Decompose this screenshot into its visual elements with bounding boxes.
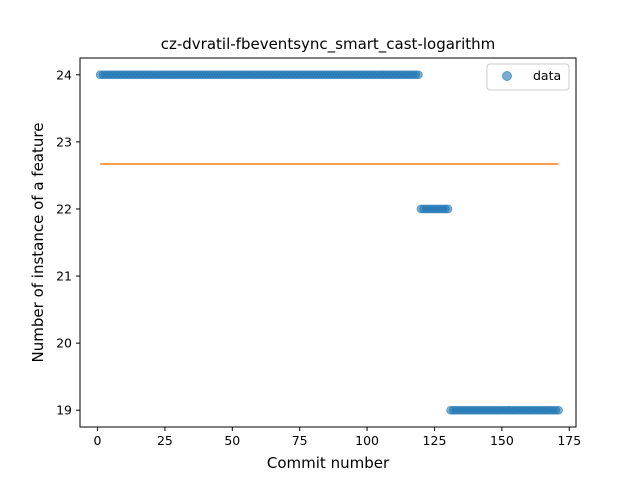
y-tick-label: 22: [56, 201, 72, 216]
legend-box: [486, 63, 570, 91]
y-axis-title: Number of instance of a feature: [29, 123, 47, 363]
data-point: [443, 204, 453, 214]
x-tick-label: 25: [157, 433, 173, 448]
y-tick-label: 21: [56, 269, 72, 284]
legend-label-data: data: [533, 68, 561, 83]
y-tick-label: 24: [56, 67, 72, 82]
x-tick-label: 125: [423, 433, 447, 448]
x-tick-label: 100: [355, 433, 379, 448]
y-tick-label: 19: [56, 403, 72, 418]
x-axis-title: Commit number: [267, 454, 390, 472]
chart-title: cz-dvratil-fbeventsync_smart_cast-logari…: [161, 35, 496, 54]
plot-layer: [95, 70, 563, 415]
x-tick-label: 50: [224, 433, 240, 448]
y-tick-label: 20: [56, 336, 72, 351]
data-point: [413, 70, 423, 80]
plot-frame: [79, 57, 577, 428]
y-tick-label: 23: [56, 134, 72, 149]
x-tick-label: 0: [94, 433, 102, 448]
data-point: [554, 405, 563, 415]
legend: data: [486, 63, 570, 91]
legend-marker-data: [502, 71, 512, 81]
ticks-layer: 0 25 50 75 100 125 150 175 19 20 21 22 23 24: [56, 67, 581, 448]
x-tick-label: 75: [292, 433, 308, 448]
x-tick-label: 175: [557, 433, 581, 448]
x-tick-label: 150: [490, 433, 514, 448]
